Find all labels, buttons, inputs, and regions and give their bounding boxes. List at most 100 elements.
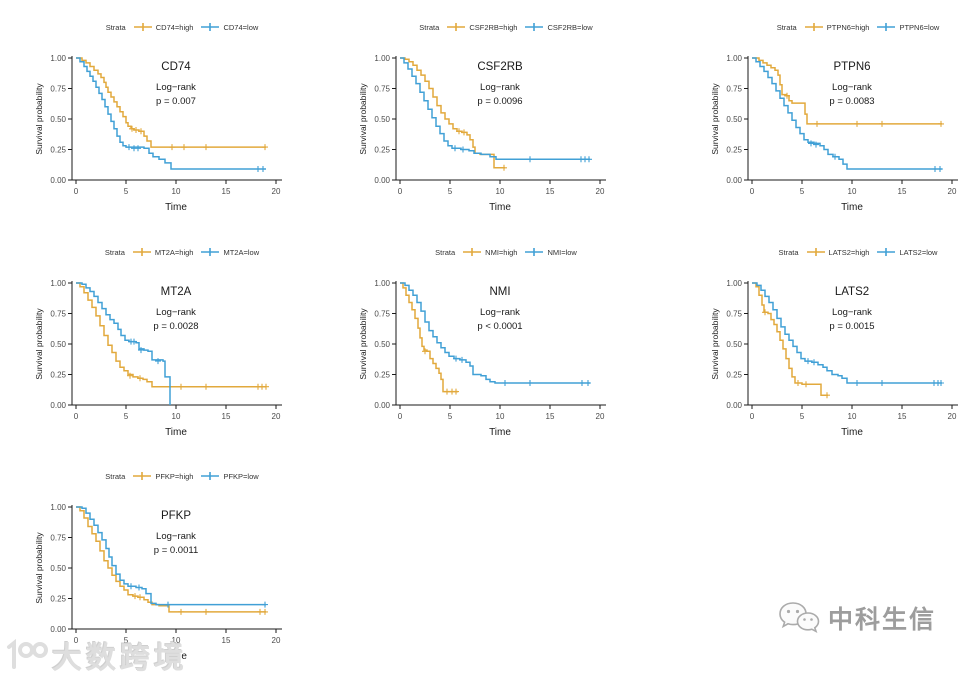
y-tick-label: 0.00 — [50, 625, 66, 634]
logrank-label: Log−rank — [156, 531, 196, 542]
censor-marks-MT2A=low — [128, 338, 161, 365]
x-tick-label: 10 — [172, 412, 181, 421]
y-tick-label: 0.25 — [726, 370, 742, 379]
legend-label: CD74=high — [155, 22, 194, 32]
x-tick-label: 10 — [172, 636, 181, 645]
panel-title: PTPN6 — [833, 61, 870, 73]
x-axis-label: Time — [841, 427, 863, 438]
x-tick-label: 20 — [596, 412, 605, 421]
censor-marks-PTPN6=low — [808, 140, 943, 172]
censor-marks-LATS2=low — [805, 358, 944, 386]
x-tick-label: 5 — [800, 412, 805, 421]
legend-key-symbol — [132, 248, 151, 256]
y-tick-label: 0.75 — [726, 309, 742, 318]
legend: Strata MT2A=high MT2A=low — [32, 237, 332, 259]
y-axis-label: Survival probability — [34, 308, 44, 380]
legend-key-symbol — [201, 472, 220, 480]
wechat-icon — [779, 602, 820, 634]
legend-key-low: MT2A=low — [200, 247, 259, 257]
legend-label: CSF2RB=high — [469, 22, 518, 32]
legend-key-symbol — [447, 23, 466, 31]
legend-key-low: PFKP=low — [200, 471, 259, 481]
legend-key-high: MT2A=high — [132, 247, 193, 257]
y-tick-label: 1.00 — [726, 54, 742, 63]
x-axis-label: Time — [489, 427, 511, 438]
legend-label: LATS2=high — [828, 247, 870, 257]
logrank-label: Log−rank — [480, 307, 520, 318]
legend-label: NMI=high — [485, 247, 518, 257]
y-tick-label: 1.00 — [50, 503, 66, 512]
legend-label: PFKP=high — [155, 471, 194, 481]
y-tick-label: 0.75 — [374, 309, 390, 318]
x-axis-label: Time — [841, 202, 863, 213]
pvalue-label: p = 0.007 — [156, 96, 196, 107]
legend-title: Strata — [776, 23, 797, 32]
km-chart-MT2A: 0.00 0.25 0.50 0.75 1.00 0 5 10 15 20 Time Survival… — [34, 279, 282, 438]
legend-key-low: CSF2RB=low — [524, 22, 593, 32]
censor-marks-CD74=high — [129, 125, 268, 151]
y-tick-label: 1.00 — [374, 54, 390, 63]
x-tick-label: 20 — [272, 412, 281, 421]
km-panel-CD74: Strata CD74=high CD74=low 0.00 0.25 0.50 0.75 1… — [32, 12, 332, 227]
legend-title: Strata — [104, 248, 125, 257]
censor-marks-CD74=low — [126, 144, 266, 172]
y-tick-label: 0.50 — [726, 115, 742, 124]
y-tick-label: 0.25 — [50, 594, 66, 603]
logrank-label: Log−rank — [156, 307, 196, 318]
watermark-right-text: 中科生信 — [827, 606, 936, 634]
survival-curve-PTPN6=low — [752, 57, 942, 170]
x-tick-label: 20 — [596, 187, 605, 196]
y-tick-label: 0.75 — [374, 84, 390, 93]
watermark-bottom-right: 中科生信 — [778, 600, 936, 636]
legend-key-symbol — [877, 23, 896, 31]
x-tick-label: 15 — [898, 187, 907, 196]
x-tick-label: 10 — [496, 412, 505, 421]
x-tick-label: 15 — [222, 412, 231, 421]
survival-curve-MT2A=low — [76, 282, 171, 405]
km-panel-PTPN6: Strata PTPN6=high PTPN6=low 0.00 0.25 0.50 0.7… — [708, 12, 966, 227]
x-axis-label: Time — [489, 202, 511, 213]
km-chart-LATS2: 0.00 0.25 0.50 0.75 1.00 0 5 10 15 20 Time Survival… — [710, 279, 958, 438]
y-tick-label: 0.25 — [374, 370, 390, 379]
legend: Strata PTPN6=high PTPN6=low — [708, 12, 966, 34]
x-tick-label: 5 — [124, 412, 129, 421]
y-tick-label: 0.25 — [50, 370, 66, 379]
survival-curve-CD74=low — [76, 57, 266, 170]
km-chart-PFKP: 0.00 0.25 0.50 0.75 1.00 0 5 10 15 20 Time Survival… — [34, 503, 282, 662]
y-tick-label: 0.00 — [374, 176, 390, 185]
legend-title: Strata — [778, 248, 799, 257]
legend-key-low: CD74=low — [200, 22, 258, 32]
pvalue-label: p = 0.0015 — [829, 321, 874, 332]
x-tick-label: 15 — [546, 412, 555, 421]
x-tick-label: 5 — [124, 187, 129, 196]
km-panel-CSF2RB: Strata CSF2RB=high CSF2RB=low 0.00 0.25 0.50 0… — [356, 12, 656, 227]
y-tick-label: 1.00 — [374, 279, 390, 288]
legend-label: CSF2RB=low — [547, 22, 593, 32]
legend-key-high: NMI=high — [462, 247, 517, 257]
pvalue-label: p = 0.0083 — [829, 96, 874, 107]
x-tick-label: 5 — [800, 187, 805, 196]
legend-label: NMI=low — [547, 247, 577, 257]
y-tick-label: 0.00 — [50, 401, 66, 410]
x-tick-label: 0 — [398, 412, 403, 421]
y-tick-label: 0.50 — [50, 340, 66, 349]
y-tick-label: 0.75 — [50, 533, 66, 542]
y-tick-label: 0.50 — [50, 115, 66, 124]
censor-marks-LATS2=high — [762, 309, 830, 399]
legend: Strata PFKP=high PFKP=low — [32, 461, 332, 483]
legend-key-low: LATS2=low — [876, 247, 937, 257]
x-tick-label: 5 — [124, 636, 129, 645]
y-tick-label: 0.50 — [374, 115, 390, 124]
panel-title: NMI — [489, 286, 510, 298]
legend-key-symbol — [804, 23, 823, 31]
logrank-label: Log−rank — [480, 82, 520, 93]
legend-title: Strata — [435, 248, 456, 257]
km-chart-PTPN6: 0.00 0.25 0.50 0.75 1.00 0 5 10 15 20 Time Survival… — [710, 54, 958, 213]
x-tick-label: 20 — [948, 187, 957, 196]
x-tick-label: 10 — [172, 187, 181, 196]
legend-key-low: NMI=low — [524, 247, 577, 257]
logrank-label: Log−rank — [832, 82, 872, 93]
x-tick-label: 0 — [74, 187, 79, 196]
legend: Strata CSF2RB=high CSF2RB=low — [356, 12, 656, 34]
legend-key-symbol — [806, 248, 825, 256]
